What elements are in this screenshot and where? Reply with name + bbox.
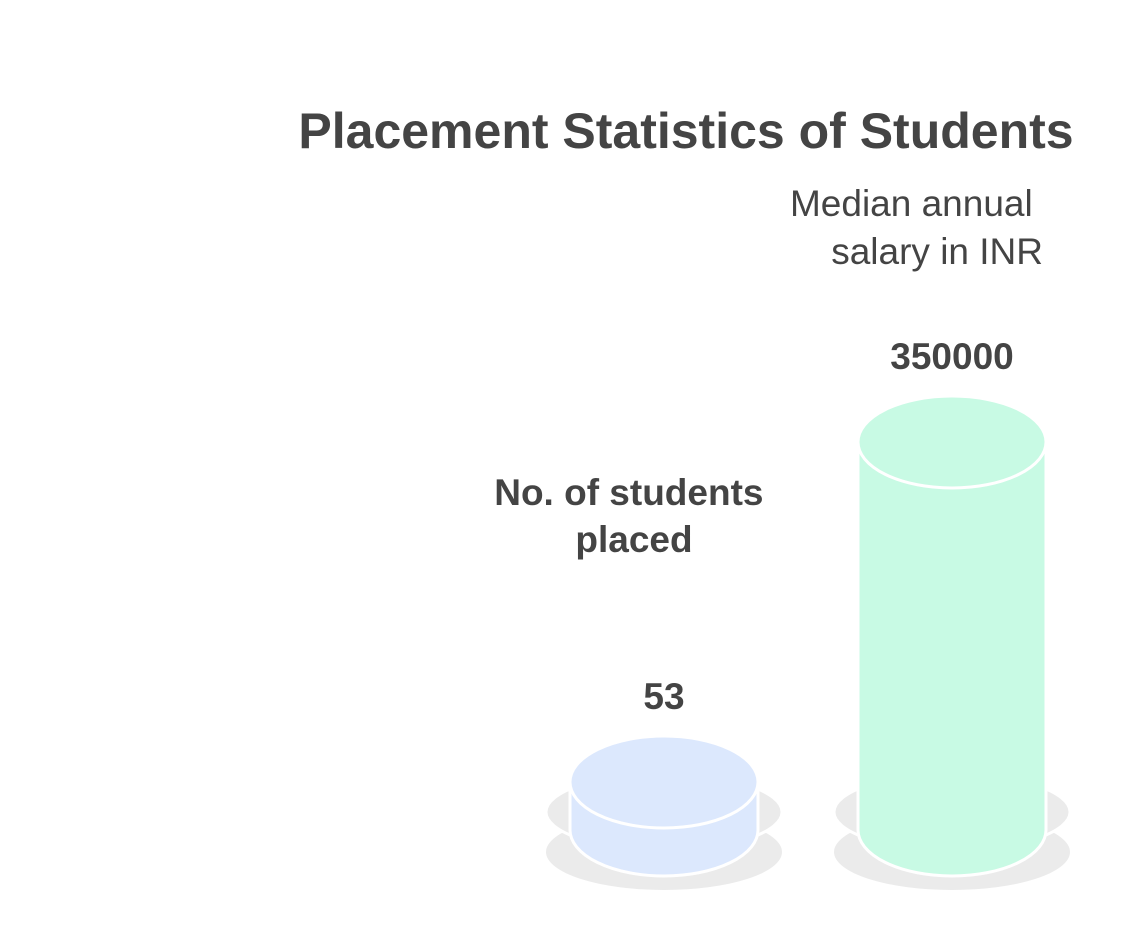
category-group-students-placed: 53 No. of students placed bbox=[494, 472, 784, 890]
chart-title: Placement Statistics of Students bbox=[298, 103, 1073, 159]
category-label-line-1: No. of students bbox=[494, 472, 763, 513]
category-label-line-2: placed bbox=[575, 519, 692, 560]
bar-cylinder-top bbox=[856, 394, 1048, 490]
category-label-line-1: Median annual bbox=[790, 183, 1033, 224]
category-label-median-salary: Median annual salary in INR bbox=[790, 183, 1043, 272]
category-group-median-salary: 350000 Median annual salary in INR bbox=[790, 183, 1072, 890]
data-label-students-placed: 53 bbox=[643, 676, 684, 717]
category-label-line-2: salary in INR bbox=[831, 231, 1043, 272]
bar-cylinder-body bbox=[856, 440, 1048, 878]
bar-median-salary bbox=[856, 394, 1048, 878]
bar-students-placed bbox=[568, 734, 760, 878]
data-label-median-salary: 350000 bbox=[890, 336, 1013, 377]
bar-cylinder-top bbox=[568, 734, 760, 830]
category-label-students-placed: No. of students placed bbox=[494, 472, 774, 560]
